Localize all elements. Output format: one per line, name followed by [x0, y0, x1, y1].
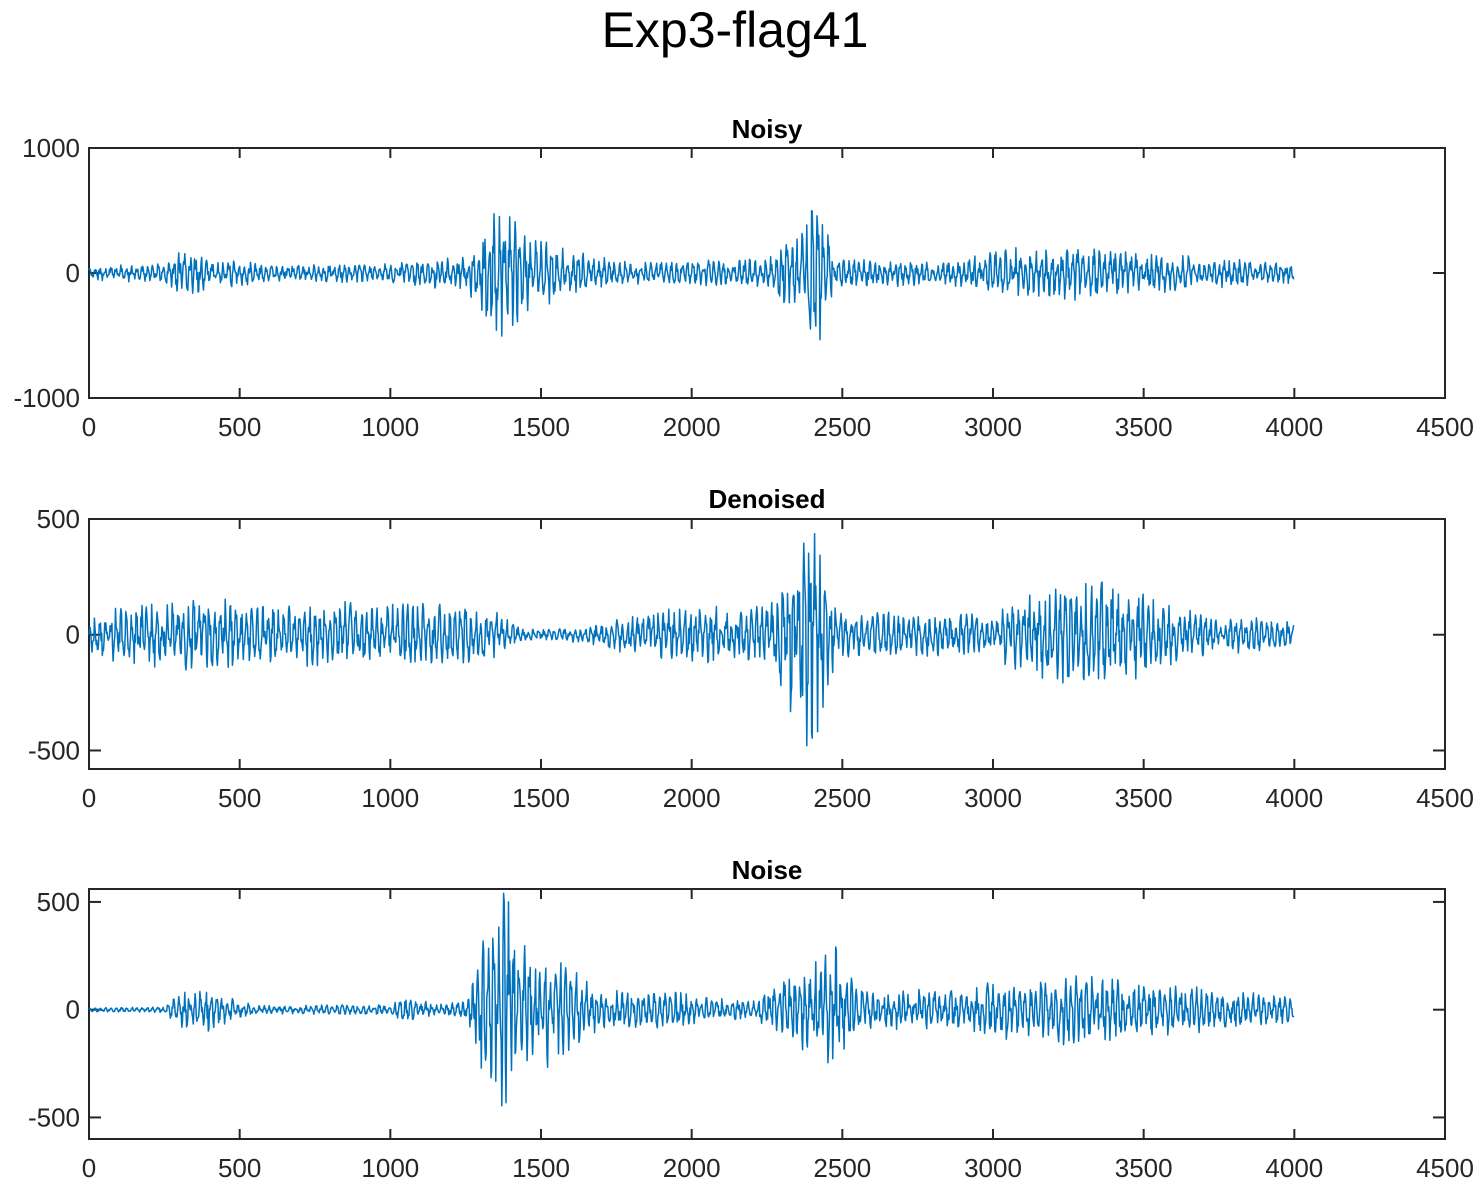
figure-title: Exp3-flag41	[602, 2, 869, 58]
x-tick-label: 4500	[1416, 1153, 1474, 1183]
signal-line	[88, 209, 1295, 341]
x-tick-label: 0	[82, 783, 96, 813]
subplot-title: Denoised	[708, 484, 825, 514]
x-tick-label: 2000	[663, 783, 721, 813]
subplot-panels: Noisy 0 500 1000 1500 2000 2500 3000 3500 4000 450…	[14, 114, 1474, 1183]
x-tick-label: 1000	[361, 412, 419, 442]
x-tick-label: 2000	[663, 1153, 721, 1183]
y-tick-label: -500	[28, 735, 80, 765]
x-tick-label: 4000	[1265, 412, 1323, 442]
x-tick-label: 500	[218, 412, 261, 442]
x-tick-label: 0	[82, 1153, 96, 1183]
x-tick-label: 4500	[1416, 412, 1474, 442]
x-tick-label: 3500	[1115, 1153, 1173, 1183]
x-tick-label: 2500	[813, 783, 871, 813]
signal-line	[88, 892, 1295, 1107]
subplot-title: Noisy	[732, 114, 803, 144]
x-tick-label: 3000	[964, 1153, 1022, 1183]
x-tick-label: 2500	[813, 1153, 871, 1183]
x-tick-label: 2000	[663, 412, 721, 442]
x-tick-label: 3500	[1115, 783, 1173, 813]
x-tick-label: 4000	[1265, 1153, 1323, 1183]
x-tick-label: 3000	[964, 412, 1022, 442]
x-tick-label: 1500	[512, 1153, 570, 1183]
subplot-title: Noise	[732, 855, 803, 885]
y-tick-label: -1000	[14, 383, 81, 413]
y-tick-label: 0	[66, 258, 80, 288]
y-tick-label: 1000	[22, 133, 80, 163]
x-tick-label: 4000	[1265, 783, 1323, 813]
y-tick-label: 500	[37, 504, 80, 534]
y-tick-label: 0	[66, 995, 80, 1025]
x-tick-label: 1000	[361, 783, 419, 813]
signal-line	[88, 533, 1295, 747]
subplot-noise: Noise 0 500 1000 1500 2000 2500 3000 3500 4000 450…	[28, 855, 1474, 1183]
x-tick-label: 3000	[964, 783, 1022, 813]
x-tick-label: 1500	[512, 783, 570, 813]
subplot-noisy: Noisy 0 500 1000 1500 2000 2500 3000 3500 4000 450…	[14, 114, 1474, 442]
x-tick-label: 4500	[1416, 783, 1474, 813]
subplot-denoised: Denoised 0 500 1000 1500 2000 2500 3000 3500 4000…	[28, 484, 1474, 813]
x-tick-label: 0	[82, 412, 96, 442]
x-tick-label: 1500	[512, 412, 570, 442]
x-tick-label: 500	[218, 1153, 261, 1183]
x-tick-label: 3500	[1115, 412, 1173, 442]
x-tick-label: 500	[218, 783, 261, 813]
x-tick-label: 2500	[813, 412, 871, 442]
x-tick-label: 1000	[361, 1153, 419, 1183]
y-tick-label: 0	[66, 620, 80, 650]
y-tick-label: 500	[37, 887, 80, 917]
y-tick-label: -500	[28, 1102, 80, 1132]
